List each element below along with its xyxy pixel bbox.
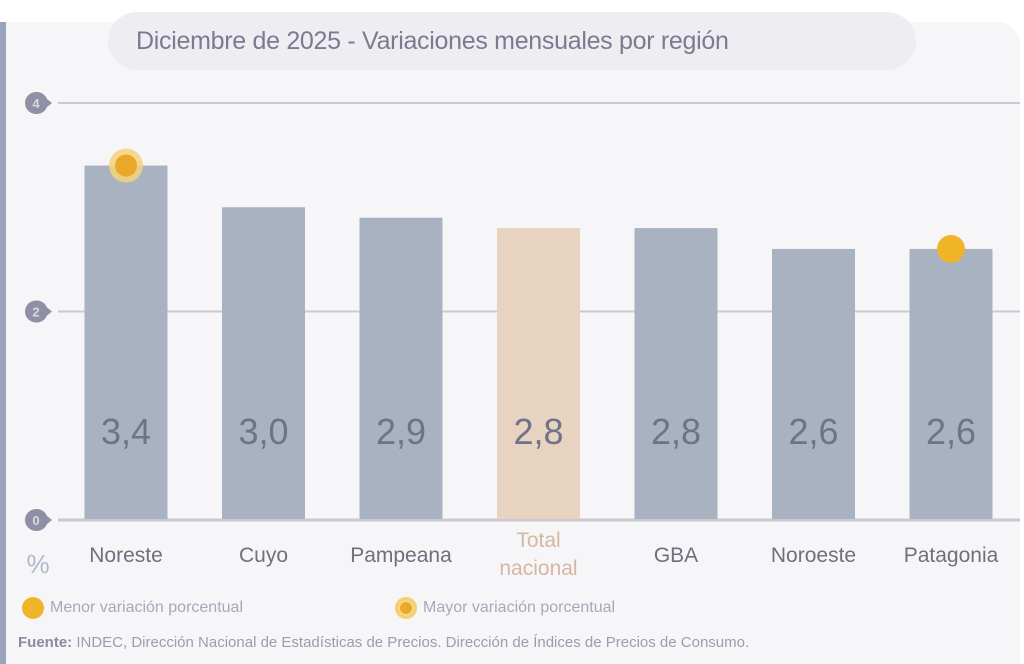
y-axis-unit: % [26,549,49,579]
data-label: 2,6 [926,411,976,452]
x-tick-label: Total [516,529,560,552]
x-tick-label: Patagonia [904,544,999,567]
bar-total-nacional [497,228,580,519]
max-marker-icon [395,597,417,619]
bar-cuyo [222,207,305,519]
x-tick-label: Pampeana [350,544,452,567]
bar-gba [634,228,718,519]
y-tick-label-2: 2 [32,305,39,320]
data-label: 2,6 [788,411,838,452]
data-label: 3,0 [238,411,288,452]
source-note: Fuente: INDEC, Dirección Nacional de Est… [18,634,749,651]
bar-noreste [84,165,168,520]
y-tick-badge-2 [25,300,52,323]
bar-patagonia [909,248,993,519]
x-tick-label: nacional [499,557,577,580]
min-marker-icon [22,597,44,619]
legend-item-min: Menor variación porcentual [22,596,243,620]
y-tick-label-0: 0 [32,513,39,528]
source-text: INDEC, Dirección Nacional de Estadística… [76,634,750,651]
y-tick-badge-0 [25,508,52,532]
y-tick-label-4: 4 [32,96,40,111]
data-label: 2,9 [376,411,426,452]
legend-max-label: Mayor variación porcentual [423,599,616,616]
x-tick-label: Noreste [89,544,163,567]
data-label: 2,8 [651,411,701,452]
chart-title: Diciembre de 2025 - Variaciones mensuale… [108,12,916,70]
x-tick-label: Cuyo [239,544,288,567]
x-tick-label: GBA [654,544,698,567]
chart-title-text: Diciembre de 2025 - Variaciones mensuale… [136,26,729,55]
x-tick-label: Noroeste [771,544,856,567]
data-label: 3,4 [101,411,151,452]
bar-noroeste [772,248,855,519]
min-marker [937,234,965,263]
legend-item-max: Mayor variación porcentual [395,596,615,620]
source-label: Fuente: [18,634,73,651]
max-marker [115,154,137,177]
data-label: 2,8 [513,411,563,452]
bar-pampeana [359,217,443,520]
y-tick-badge-4 [25,91,52,115]
legend-min-label: Menor variación porcentual [50,599,243,616]
